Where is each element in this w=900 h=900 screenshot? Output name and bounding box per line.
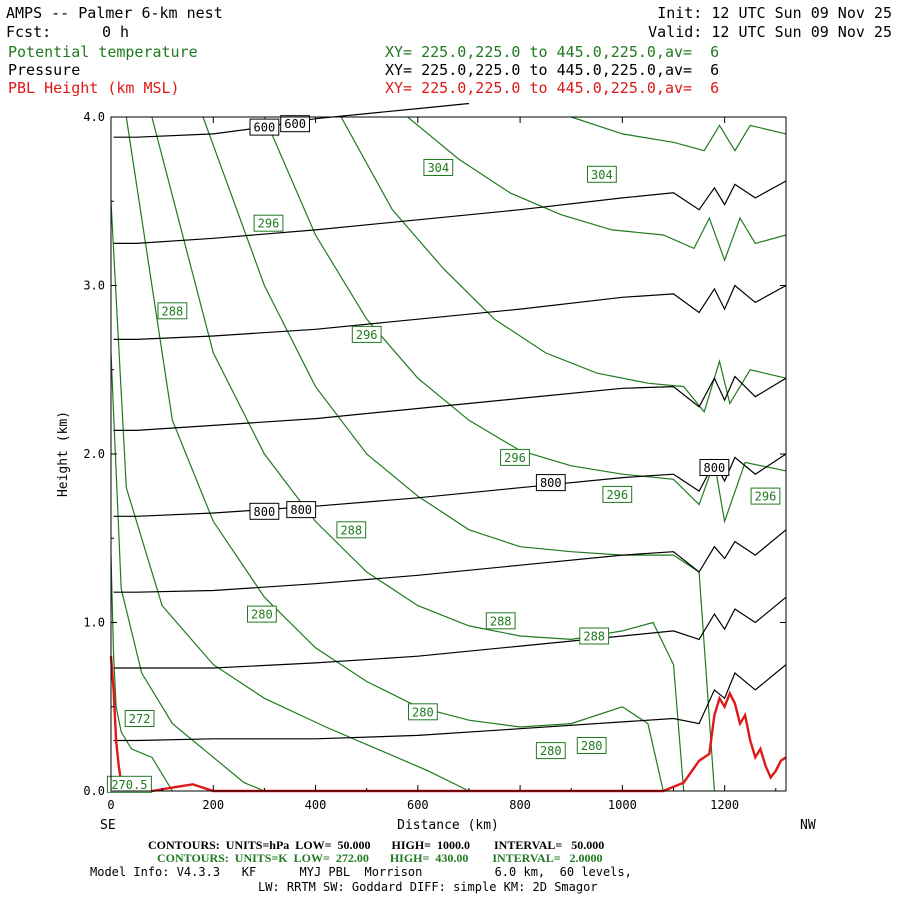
contour-label-box [286,501,317,519]
contour-label: 288 [340,523,362,537]
footer-pressure-contours: CONTOURS: UNITS=hPa LOW= 50.000 HIGH= 10… [148,838,605,852]
theta-contour-300 [340,116,787,414]
x-tick-label: 600 [407,798,429,812]
legend-label-theta: Potential temperature [8,43,198,61]
x-tick-label: 200 [202,798,224,812]
contour-label-box [157,302,188,320]
legend-xy-pbl: XY= 225.0,225.0 to 445.0,225.0,av= 6 [385,79,720,97]
theta-contour-276 [110,352,265,792]
contour-label-box [247,605,277,623]
contour-label: 800 [704,461,726,475]
pressure-contour-900 [113,596,787,669]
contour-label: 272 [129,712,151,726]
legend-xy-pressure: XY= 225.0,225.0 to 445.0,225.0,av= 6 [385,61,720,79]
contour-label: 296 [504,451,526,465]
y-tick-label: 2.0 [83,447,105,461]
contour-label: 800 [540,476,562,490]
contour-label-box [280,115,311,133]
theta-contour-284 [125,116,664,792]
contour-label-box [587,165,617,183]
contour-label-box [249,502,280,520]
x-tick-label: 400 [305,798,327,812]
contour-label-box [699,459,730,476]
contour-label: 288 [162,304,184,318]
contour-label-box [124,710,155,727]
contour-label-box [351,325,382,343]
contour-label: 270.5 [111,778,147,792]
y-tick-label: 0.0 [83,784,105,798]
contour-label: 288 [583,630,605,644]
contour-label-box [579,627,610,645]
theta-contour-280 [110,201,470,792]
contour-label-box [336,521,367,539]
contour-label-box [750,487,781,505]
plot-frame [110,116,787,792]
y-axis-label: Height (km) [56,411,71,497]
contour-label: 288 [490,614,512,628]
theta-contour-308 [571,116,787,152]
forecast-hour: 0 h [102,23,130,41]
x-tick-label: 800 [509,798,531,812]
footer-model-info: Model Info: V4.3.3 KF MYJ PBL Morrison 6… [90,865,632,879]
contour-label-box [535,474,566,492]
footer-theta-contours: CONTOURS: UNITS=K LOW= 272.00 HIGH= 430.… [157,851,603,865]
footer-physics-info: LW: RRTM SW: Goddard DIFF: simple KM: 2D… [258,880,598,894]
contour-label: 296 [755,490,777,504]
model-title: AMPS -- Palmer 6-km nest [6,4,223,22]
x-tick-label: 0 [107,798,114,812]
theta-contour-292 [202,116,715,792]
contour-label-box [423,159,454,176]
contour-label-box [249,118,280,136]
pressure-contour-650 [113,180,787,244]
x-axis-left-end-label: SE [100,818,116,833]
theta-contour-272 [110,555,173,792]
contour-label: 296 [356,328,378,342]
x-axis-label: Distance (km) [397,818,499,833]
legend-xy-theta: XY= 225.0,225.0 to 445.0,225.0,av= 6 [385,43,720,61]
y-tick-label: 3.0 [83,279,105,293]
legend-label-pbl: PBL Height (km MSL) [8,79,180,97]
contour-label-box [500,448,530,466]
y-tick-label: 4.0 [83,110,105,124]
theta-contour-288 [151,116,685,792]
pressure-contour-700 [113,284,787,340]
contour-label-box [253,214,284,232]
x-tick-label: 1200 [710,798,739,812]
theta-contour-304 [407,116,787,262]
contour-label: 800 [254,505,276,519]
legend-label-pressure: Pressure [8,61,81,79]
init-time: Init: 12 UTC Sun 09 Nov 25 [657,4,892,22]
x-tick-label: 1000 [608,798,637,812]
contour-label: 600 [254,121,276,135]
contour-label: 296 [606,488,628,502]
contour-label: 280 [412,705,434,719]
contour-label-box [602,485,633,503]
contour-label-box [106,775,152,793]
pressure-contour-950 [113,664,787,742]
pbl-height-line [109,656,787,793]
contour-label-box [485,612,516,630]
x-axis-right-end-label: NW [800,818,816,833]
contour-label: 304 [427,161,449,175]
y-tick-label: 1.0 [83,616,105,630]
forecast-label: Fcst: [6,23,52,41]
contour-label: 280 [251,608,273,622]
contour-label: 280 [581,739,603,753]
pressure-contour-750 [113,375,787,431]
pressure-contour-800 [113,453,787,517]
contour-label: 304 [591,168,613,182]
pressure-contour-850 [113,529,787,593]
contour-label: 800 [290,503,312,517]
valid-time: Valid: 12 UTC Sun 09 Nov 25 [648,23,892,41]
contour-label: 600 [284,117,306,131]
contour-label-box [576,737,607,754]
contour-label-box [535,742,566,760]
contour-label-box [408,703,438,721]
contour-label: 296 [258,217,280,231]
contour-label: 280 [540,744,562,758]
